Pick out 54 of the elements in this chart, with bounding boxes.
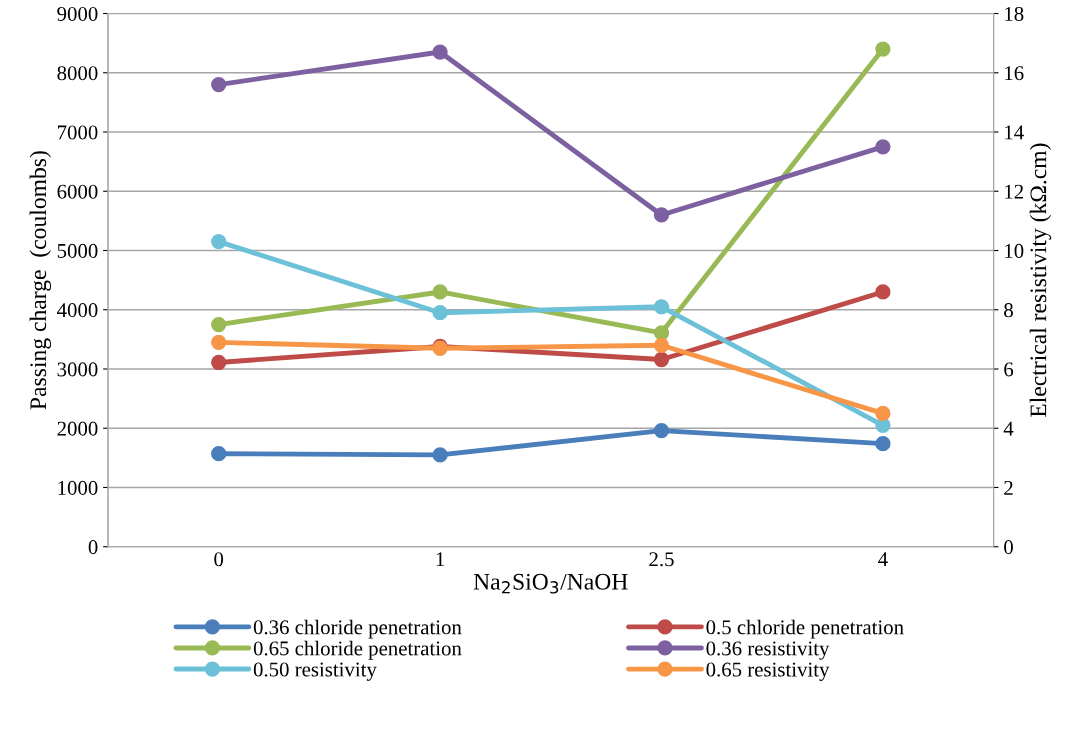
y-tick-label: 5000 (57, 243, 98, 258)
point (432, 305, 448, 321)
point (211, 316, 227, 333)
y2-tick-label: 0 (1004, 540, 1013, 555)
point (211, 334, 227, 350)
y-tick-label: 6000 (57, 184, 98, 199)
y-axis-title: Passing charge (coulombs) (29, 151, 52, 410)
y2-tick-label: 6 (1004, 362, 1014, 377)
y-tick-label: 7000 (57, 125, 98, 140)
y2-tick-label: 14 (1005, 125, 1024, 140)
y2-tick-label: 12 (1005, 184, 1024, 199)
y2-tick-label: 2 (1004, 480, 1013, 495)
legend-label: 0.50 resistivity (253, 662, 377, 681)
y2-tick-label: 18 (1005, 6, 1024, 21)
point (653, 337, 670, 353)
y2-tick-label: 4 (1003, 421, 1014, 436)
y-tick-label: 0 (88, 540, 98, 555)
y-tick-label: 1000 (58, 480, 98, 495)
point (875, 436, 891, 452)
y-tick-label: 9000 (57, 6, 98, 21)
point (653, 422, 670, 439)
y2-axis-title: Electrical resistivity (kΩ.cm) (1029, 143, 1052, 418)
y-tick-label: 4000 (57, 303, 98, 318)
y-tick-label: 3000 (57, 362, 98, 377)
x-tick-label: 1 (436, 552, 445, 567)
x-tick-label: 2.5 (649, 552, 674, 567)
point (653, 207, 670, 223)
y-tick-label: 2000 (57, 421, 98, 436)
point (211, 354, 227, 371)
point (211, 446, 227, 462)
point (211, 76, 227, 93)
x-tick-label: 4 (878, 552, 888, 567)
legend-label: 0.65 resistivity (706, 662, 830, 681)
point (653, 351, 670, 368)
point (211, 233, 227, 250)
legend-label: 0.36 resistivity (706, 641, 830, 660)
point (653, 299, 670, 315)
y2-tick-label: 16 (1005, 66, 1024, 81)
point (875, 139, 891, 155)
y2-tick-label: 10 (1005, 243, 1024, 258)
point (875, 41, 891, 57)
point (432, 44, 448, 60)
point (432, 447, 448, 463)
y2-tick-label: 8 (1004, 303, 1013, 318)
point (875, 284, 891, 300)
x-axis-title: Na$_{2}$SiO$_{3}$/NaOH (473, 573, 628, 594)
legend-label: 0.65 chloride penetration (253, 640, 462, 660)
x-tick-label: 0 (214, 552, 224, 567)
point (875, 405, 891, 422)
y-tick-label: 8000 (57, 66, 98, 81)
legend-label: 0.36 chloride penetration (253, 619, 462, 639)
point (432, 284, 448, 300)
legend-label: 0.5 chloride penetration (706, 619, 904, 639)
point (653, 325, 670, 341)
